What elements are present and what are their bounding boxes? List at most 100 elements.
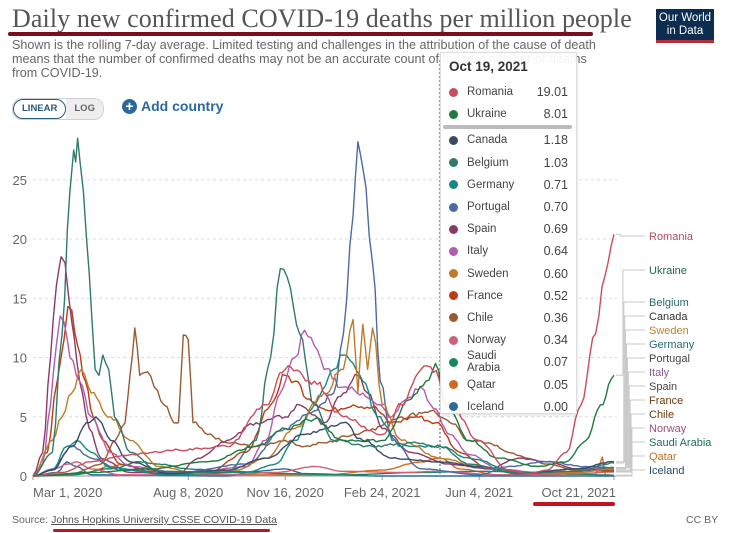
end-label-qatar[interactable]: Qatar <box>649 451 677 463</box>
x-tick-label: Aug 8, 2020 <box>153 485 223 500</box>
tooltip-row: Canada 1.18 <box>441 129 576 151</box>
tooltip-value: 8.01 <box>543 107 568 122</box>
end-label-romania[interactable]: Romania <box>649 231 694 243</box>
tooltip-value: 0.34 <box>543 333 568 348</box>
logo-line-2: in Data <box>666 25 704 37</box>
series-color-dot-icon <box>449 135 458 145</box>
y-tick-label: 15 <box>13 291 27 306</box>
series-lines <box>32 137 615 477</box>
tooltip-rows: Romania 19.01 Ukraine 8.01 Canada 1.18 Belgium… <box>441 81 576 418</box>
tooltip-country: France <box>467 289 503 302</box>
scale-toggle: LINEAR LOG <box>12 98 104 120</box>
tooltip-row: Norway 0.34 <box>441 329 576 351</box>
tooltip-country: Chile <box>467 311 494 324</box>
tooltip-country: Saudi Arabia <box>467 350 501 375</box>
end-label-belgium[interactable]: Belgium <box>649 297 689 309</box>
series-color-dot-icon <box>449 224 458 234</box>
tooltip-country: Germany <box>467 178 515 191</box>
tooltip-row: Romania 19.01 <box>441 81 576 103</box>
plus-circle-icon: + <box>122 98 137 114</box>
end-labels: Romania Ukraine Belgium Canada Sweden Germany… <box>649 231 712 477</box>
end-label-norway[interactable]: Norway <box>649 423 687 435</box>
tooltip-separator <box>443 125 572 130</box>
tooltip-row: Chile 0.36 <box>441 307 576 329</box>
hover-tooltip: Oct 19, 2021 Romania 19.01 Ukraine 8.01 Cana… <box>440 52 577 414</box>
x-tick-label: Nov 16, 2020 <box>247 485 324 500</box>
tooltip-country: Sweden <box>467 267 509 280</box>
tooltip-country: Italy <box>467 245 489 258</box>
series-line-romania[interactable] <box>32 234 615 477</box>
tooltip-country: Norway <box>467 334 506 347</box>
tooltip-country: Iceland <box>467 400 505 413</box>
tooltip-row: Italy 0.64 <box>441 240 576 262</box>
series-line-belgium[interactable] <box>32 137 615 477</box>
series-line-ukraine[interactable] <box>33 362 615 477</box>
x-tick-label: Jun 4, 2021 <box>445 485 513 500</box>
series-line-chile[interactable] <box>33 327 615 477</box>
tooltip-value: 0.07 <box>543 355 568 370</box>
end-label-sweden[interactable]: Sweden <box>649 325 689 337</box>
end-label-italy[interactable]: Italy <box>649 367 670 379</box>
series-line-italy[interactable] <box>32 315 615 477</box>
tooltip-value: 1.03 <box>543 155 568 170</box>
log-scale-button[interactable]: LOG <box>66 99 103 119</box>
tooltip-row: Iceland 0.00 <box>441 396 576 418</box>
end-label-connector <box>616 269 645 376</box>
tooltip-value: 0.00 <box>543 399 568 414</box>
end-label-connector <box>616 469 645 477</box>
end-label-portugal[interactable]: Portugal <box>649 353 690 365</box>
end-label-connector <box>616 385 645 469</box>
tooltip-value: 0.52 <box>543 288 568 303</box>
y-tick-label: 0 <box>20 469 27 484</box>
y-tick-label: 5 <box>20 410 27 425</box>
tooltip-country: Portugal <box>467 201 510 214</box>
tooltip-country: Canada <box>467 134 508 147</box>
end-label-ukraine[interactable]: Ukraine <box>649 265 687 277</box>
tooltip-row: Germany 0.71 <box>441 174 576 196</box>
end-label-germany[interactable]: Germany <box>649 339 695 351</box>
end-label-connector <box>616 315 645 463</box>
series-color-dot-icon <box>449 380 458 390</box>
tooltip-value: 0.64 <box>543 244 568 259</box>
tooltip-value: 0.60 <box>543 266 568 281</box>
series-color-dot-icon <box>449 180 458 190</box>
tooltip-country: Romania <box>467 86 514 99</box>
series-color-dot-icon <box>449 313 458 323</box>
series-color-dot-icon <box>449 402 458 412</box>
end-label-chile[interactable]: Chile <box>649 409 674 421</box>
tooltip-row: Ukraine 8.01 <box>441 103 576 125</box>
tooltip-row: Sweden 0.60 <box>441 263 576 285</box>
end-label-connector <box>616 329 645 470</box>
license-link[interactable]: CC BY <box>686 514 719 526</box>
end-label-iceland[interactable]: Iceland <box>649 465 684 477</box>
add-country-button[interactable]: + Add country <box>122 98 223 114</box>
end-label-saudi-arabia[interactable]: Saudi Arabia <box>649 437 712 449</box>
source-underline-annotation <box>53 529 270 532</box>
series-color-dot-icon <box>449 158 458 168</box>
linear-scale-button[interactable]: LINEAR <box>13 99 67 119</box>
x-axis-ticks: Mar 1, 2020 Aug 8, 2020 Nov 16, 2020 Feb 24… <box>32 476 616 500</box>
tooltip-value: 0.69 <box>543 222 568 237</box>
end-label-canada[interactable]: Canada <box>649 311 688 323</box>
owid-logo[interactable]: Our World in Data <box>656 9 714 43</box>
tooltip-value: 0.36 <box>543 310 568 325</box>
end-label-connector <box>616 455 645 476</box>
x-tick-label: Feb 24, 2021 <box>344 485 421 500</box>
series-line-norway[interactable] <box>32 461 614 477</box>
series-color-dot-icon <box>449 269 458 279</box>
y-tick-label: 20 <box>13 232 27 247</box>
end-label-spain[interactable]: Spain <box>649 381 677 393</box>
end-date-underline-annotation <box>533 502 615 506</box>
y-tick-label: 25 <box>13 173 27 188</box>
tooltip-country: Qatar <box>467 378 496 391</box>
end-label-france[interactable]: France <box>649 395 683 407</box>
series-color-dot-icon <box>449 357 458 367</box>
series-color-dot-icon <box>449 109 458 119</box>
end-label-connector <box>616 413 645 472</box>
y-tick-label: 10 <box>13 351 27 366</box>
tooltip-row: Qatar 0.05 <box>441 373 576 395</box>
series-color-dot-icon <box>449 246 458 256</box>
source-link[interactable]: Johns Hopkins University CSSE COVID-19 D… <box>51 514 277 526</box>
series-color-dot-icon <box>449 202 458 212</box>
logo-line-1: Our World <box>658 12 712 24</box>
